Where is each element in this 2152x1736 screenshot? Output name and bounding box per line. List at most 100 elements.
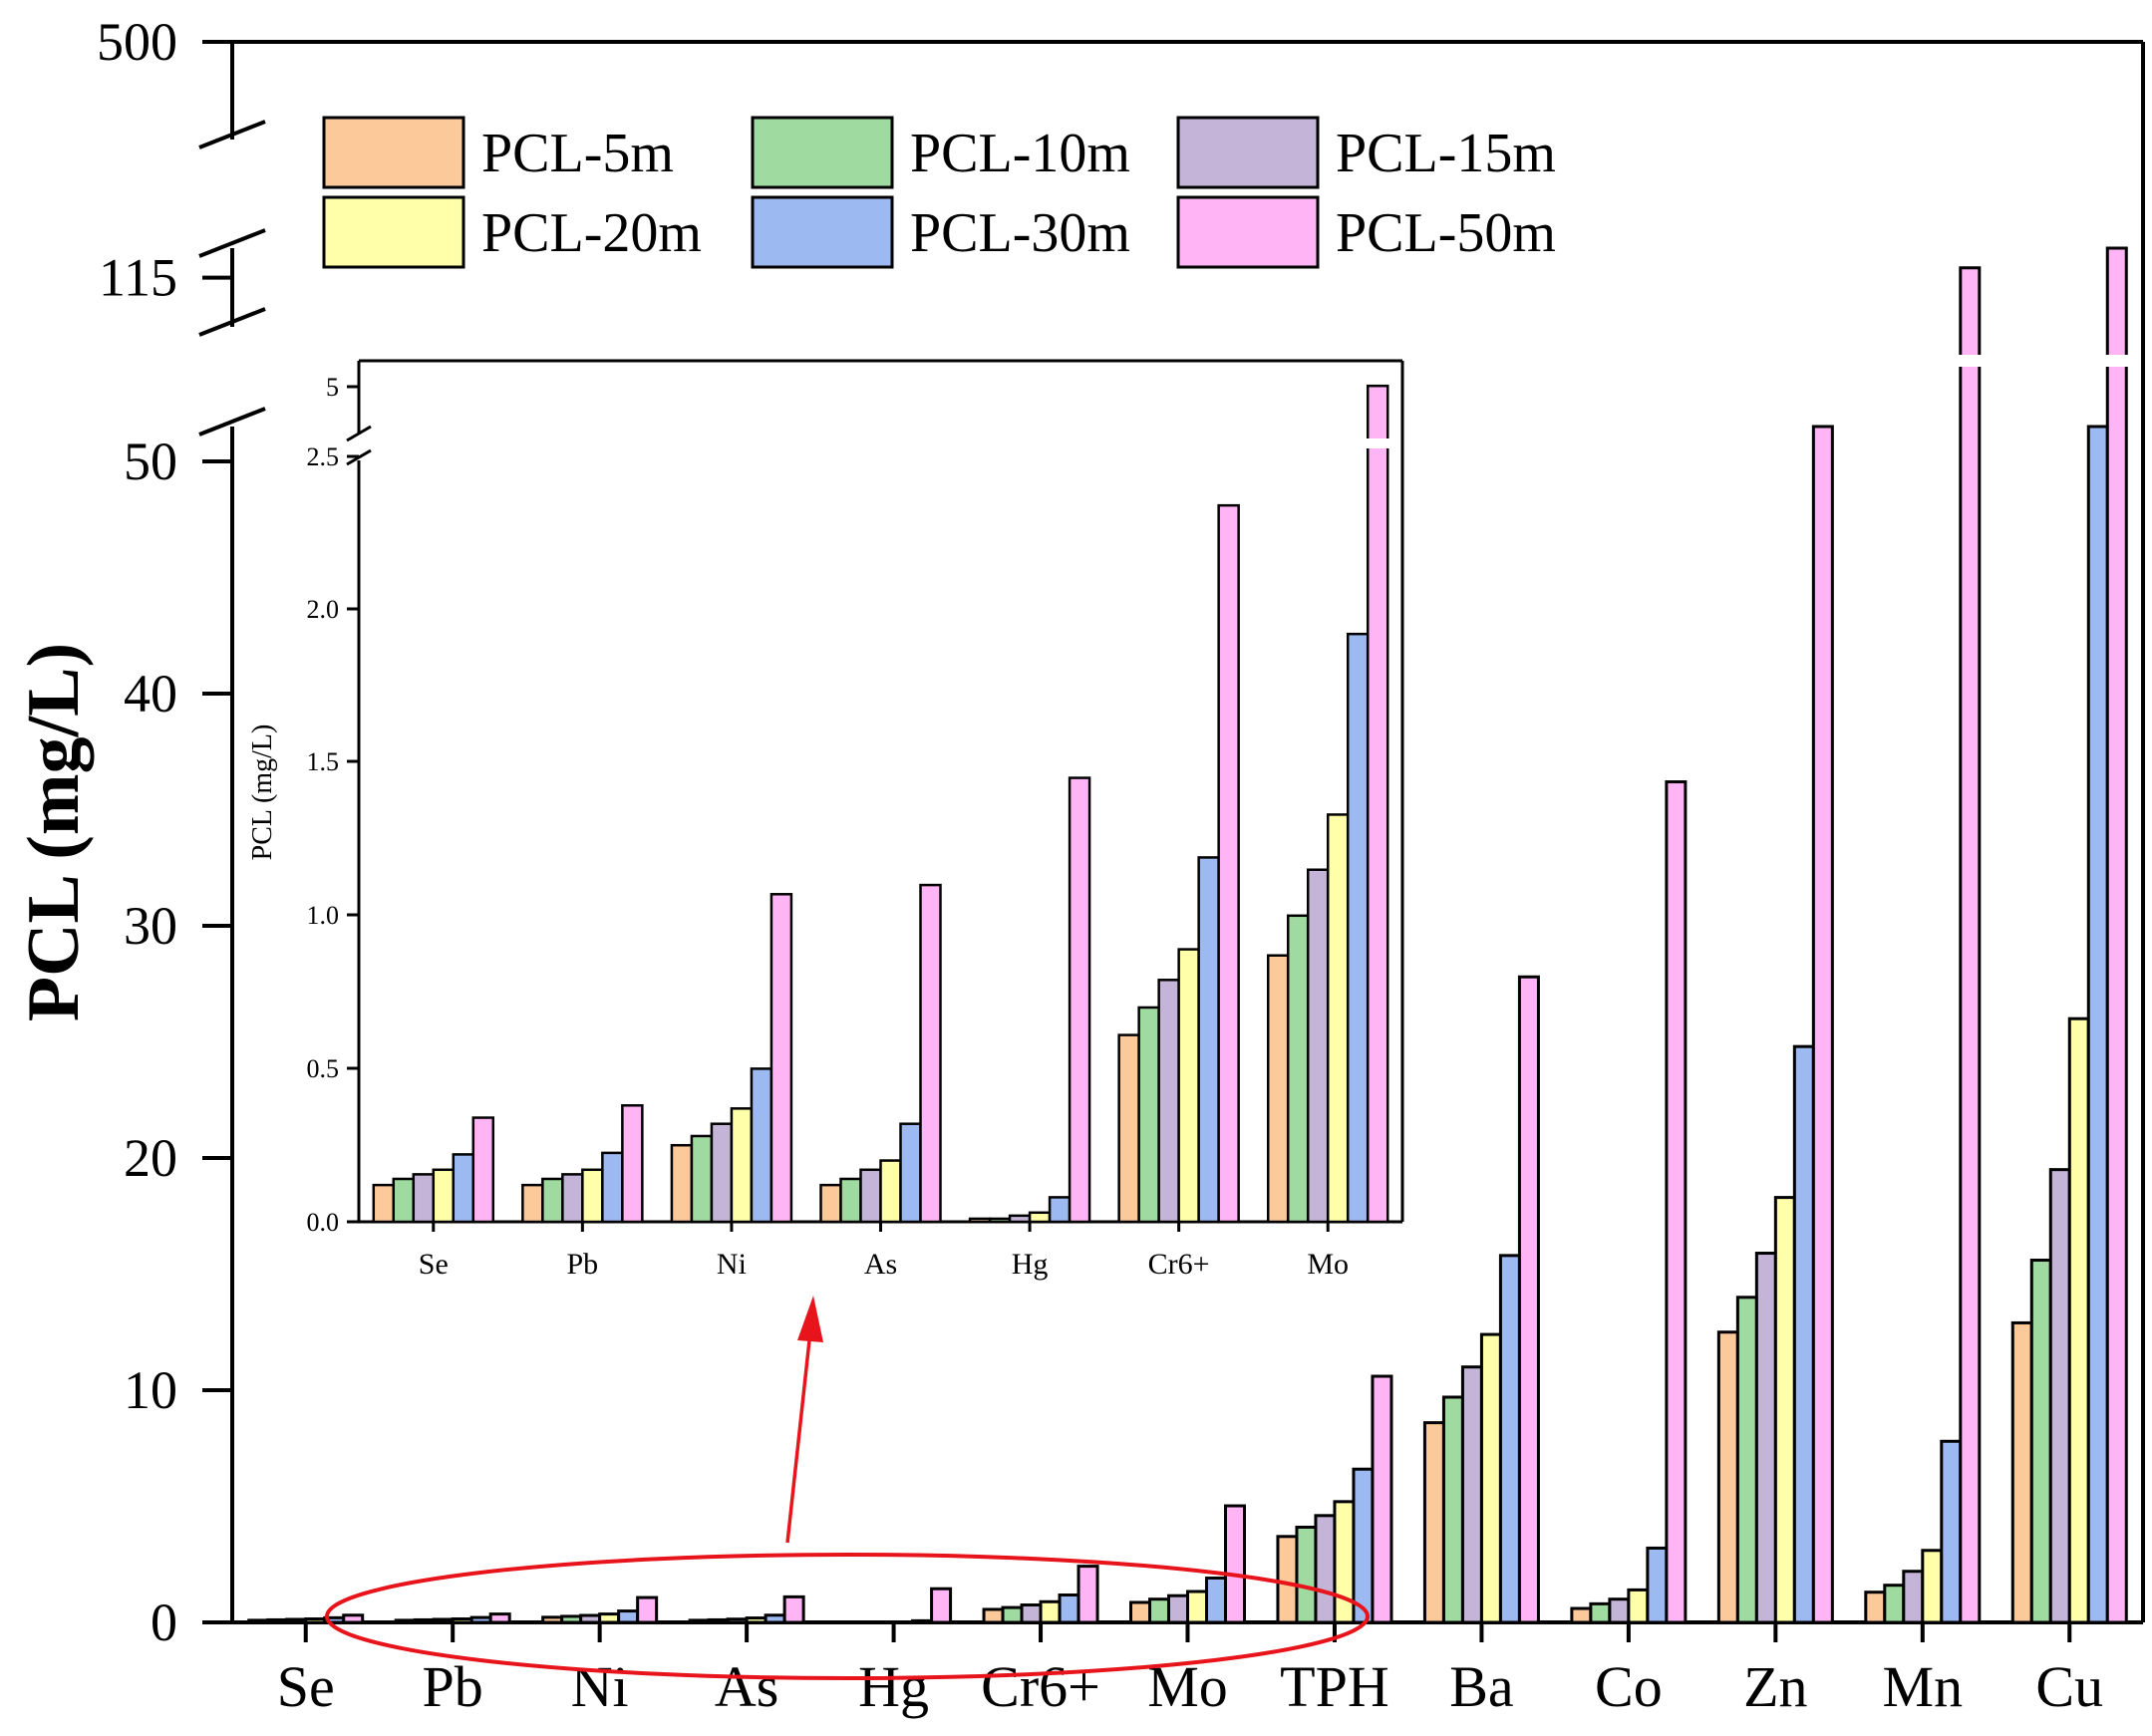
bar	[1148, 1597, 1170, 1624]
inset-bar	[750, 1067, 773, 1224]
y-axis-title: PCL (mg/L)	[13, 643, 95, 1021]
inset-bar	[988, 1217, 1012, 1224]
bar	[1076, 1565, 1099, 1624]
inset-bar	[581, 1168, 604, 1224]
bar	[617, 1609, 640, 1624]
inset-x-tick-label: Se	[419, 1248, 449, 1281]
bar	[1333, 1500, 1356, 1624]
axis-break-mark	[198, 307, 266, 337]
axis-break-mark	[198, 228, 266, 258]
legend-label: PCL-30m	[910, 202, 1130, 264]
inset-bar	[372, 1183, 396, 1224]
bar	[1441, 1395, 1464, 1624]
bar	[432, 1617, 455, 1624]
bar	[1276, 1535, 1299, 1624]
bar	[1517, 975, 1540, 1624]
bar	[1167, 1593, 1189, 1624]
legend-label: PCL-15m	[1336, 123, 1556, 184]
inset-x-tick-label: As	[864, 1248, 897, 1281]
inset-bar	[690, 1134, 714, 1224]
main-chart: 0 10 20 30 40 50 115 500 PCL (mg/L) Se Pb Ni As Hg Cr6…	[13, 12, 2145, 1719]
inset-bar	[521, 1183, 544, 1224]
bar	[1371, 1374, 1393, 1624]
bar	[1883, 1584, 1906, 1624]
inset-bar	[1157, 979, 1180, 1224]
legend-swatch	[1176, 195, 1320, 269]
inset-y-axis-title: PCL (mg/L)	[247, 724, 278, 861]
x-tick-label: Cu	[2035, 1654, 2103, 1719]
bar	[451, 1617, 473, 1624]
x-tick-label: As	[715, 1654, 778, 1719]
legend: PCL-5m PCL-10m PCL-15m PCL-20m PCL-30m PCL-50…	[322, 116, 1556, 269]
inset-bar	[769, 893, 793, 1224]
inset-y-tick-label: 0.5	[307, 1054, 340, 1083]
inset-bar	[919, 883, 942, 1224]
inset-bar	[412, 1173, 436, 1224]
bar	[1940, 1439, 1963, 1624]
bar	[1352, 1467, 1375, 1624]
bar	[1754, 1252, 1777, 1624]
highlight-ellipse	[325, 1553, 1370, 1680]
x-tick-label: Cr6+	[981, 1654, 1100, 1719]
bar	[2067, 1016, 2090, 1624]
bar	[1864, 1591, 1887, 1624]
bar	[782, 1594, 805, 1624]
bar	[745, 1616, 768, 1624]
inset-bar	[621, 1104, 644, 1224]
bar	[598, 1612, 621, 1624]
bar	[266, 1617, 289, 1624]
inset-bar	[730, 1107, 754, 1224]
inset-bar	[819, 1183, 842, 1224]
y-tick-label: 500	[97, 12, 177, 72]
inset-x-tick-label: Pb	[567, 1248, 599, 1281]
annotation	[325, 1296, 1370, 1680]
inset-bar	[1346, 632, 1370, 1224]
x-tick-label: Ni	[571, 1654, 629, 1719]
x-tick-label: TPH	[1280, 1654, 1389, 1719]
bar	[1422, 1421, 1445, 1624]
bar	[1792, 1044, 1815, 1624]
inset-y-tick-label: 2.0	[307, 595, 340, 624]
bar	[688, 1618, 711, 1624]
y-tick-label: 40	[124, 664, 177, 723]
inset-bar	[1028, 1211, 1052, 1224]
bar	[1921, 1549, 1944, 1624]
legend-label: PCL-20m	[481, 202, 702, 264]
bar	[1646, 1546, 1669, 1624]
bar	[1773, 1196, 1796, 1624]
annotation-arrow-line	[785, 1339, 811, 1544]
inset-bar	[1217, 503, 1240, 1224]
inset-bar	[859, 1168, 882, 1224]
inset-bar	[452, 1153, 475, 1224]
bar	[636, 1595, 659, 1624]
inset-bar	[670, 1143, 694, 1224]
inset-x-tick-label: Mo	[1307, 1248, 1349, 1281]
y-tick-label: 20	[124, 1128, 177, 1188]
inset-bar	[1177, 948, 1200, 1224]
legend-label: PCL-50m	[1336, 202, 1556, 264]
inset-bar	[1008, 1214, 1032, 1224]
bar	[1186, 1590, 1208, 1624]
bar	[1716, 1330, 1739, 1624]
inset-y-tick-label: 2.5	[307, 442, 340, 471]
axis-break-mark	[198, 120, 266, 149]
inset-y-tick-label: 5	[326, 373, 339, 402]
inset-bar	[392, 1177, 416, 1224]
bar	[488, 1612, 511, 1624]
bar	[1039, 1599, 1062, 1624]
inset-bar	[1266, 954, 1290, 1224]
inset-bar	[432, 1168, 456, 1224]
bar	[2048, 1168, 2071, 1624]
bar	[2105, 246, 2128, 1624]
bar	[707, 1617, 730, 1624]
bar	[1589, 1601, 1612, 1624]
bar	[560, 1614, 583, 1624]
inset-x-tick-label: Cr6+	[1148, 1248, 1210, 1281]
inset-x-tick-label: Ni	[717, 1248, 747, 1281]
bar	[764, 1613, 786, 1624]
inset-y-tick-label: 1.5	[307, 747, 340, 776]
bar	[1811, 425, 1834, 1624]
x-tick-label: Se	[277, 1654, 335, 1719]
inset-bar	[601, 1151, 624, 1224]
bar	[247, 1618, 270, 1624]
